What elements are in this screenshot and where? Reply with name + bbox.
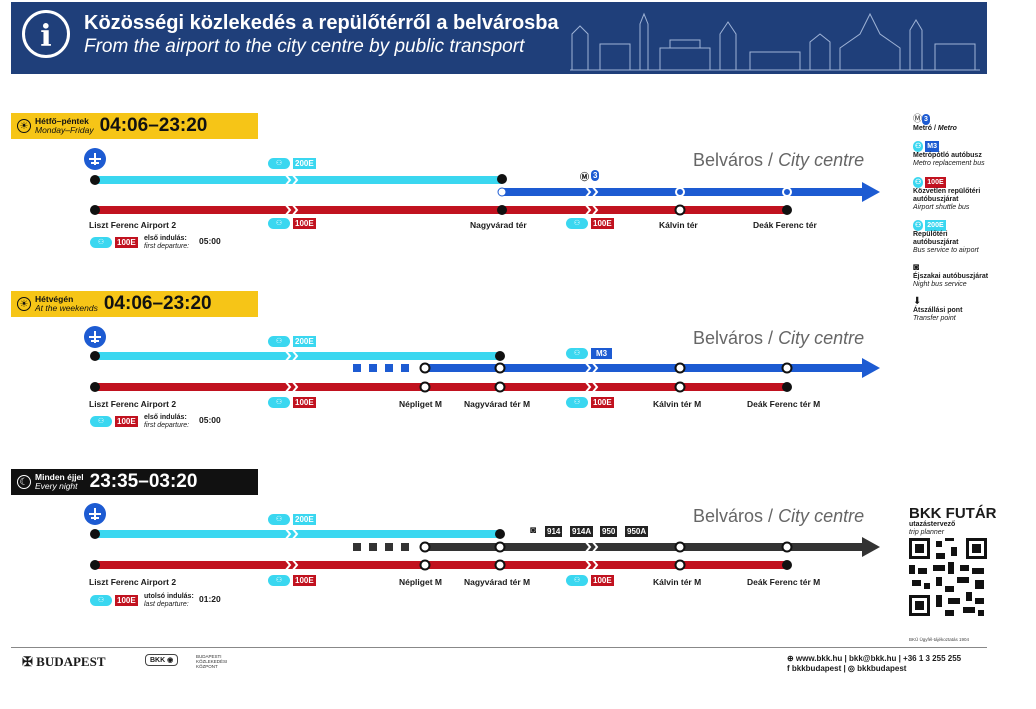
moon-icon: ☾ xyxy=(17,475,31,489)
bus-icon: ⚇ xyxy=(268,336,290,347)
metro-replacement-chip: M3 xyxy=(591,348,613,359)
route-100e-chip: 100E xyxy=(293,218,316,229)
stop-label: Népliget M xyxy=(399,399,442,409)
stop-label: Liszt Ferenc Airport 2 xyxy=(89,577,177,587)
metro-line-chip: 3 xyxy=(591,170,600,181)
route-diagram-weekday xyxy=(84,148,880,217)
route-100e-chip: 100E xyxy=(115,595,138,606)
night-line-chip: 950 xyxy=(600,526,618,537)
legend-metro: Ⓜ 3 Metró / Metro xyxy=(913,113,957,132)
route-100e-chip: 100E xyxy=(591,397,614,408)
city-centre-label: Belváros / City centre xyxy=(693,150,865,170)
stop-label: Kálvin tér M xyxy=(653,577,702,587)
night-bus-icon: ◙ xyxy=(530,525,537,536)
bus-icon: ⚇ xyxy=(566,575,588,586)
day-en: At the weekends xyxy=(35,303,98,313)
legend-night-bus: ◙ Éjszakai autóbuszjárat Night bus servic… xyxy=(913,262,989,289)
route-100e-chip: 100E xyxy=(293,397,316,408)
bus-icon: ⚇ xyxy=(268,218,290,229)
day-hu: Minden éjjel xyxy=(35,472,84,482)
night-schedule-badge: ☾ Minden éjjel Every night 23:35–03:20 xyxy=(11,469,258,495)
night-line-chip: 914 xyxy=(545,526,563,537)
legend-airport-shuttle: ⚇ 100E Közvetlen repülőtéri autóbuszjárat… xyxy=(913,177,981,211)
stop-label: Kálvin tér M xyxy=(653,399,702,409)
bus-icon: ⚇ xyxy=(268,575,290,586)
stop-label: Deák Ferenc tér xyxy=(753,220,817,230)
info-icon: i xyxy=(22,10,70,58)
bus-icon: ⚇ xyxy=(90,416,112,427)
footer-divider xyxy=(11,647,987,648)
budapest-crest-icon: ✠ xyxy=(22,654,33,669)
budapest-logo: ✠ BUDAPEST xyxy=(22,654,106,669)
weekend-schedule-badge: ☀ Hétvégén At the weekends 04:06–23:20 xyxy=(11,291,258,317)
stop-label: Népliget M xyxy=(399,577,442,587)
bus-icon: ⚇ xyxy=(90,595,112,606)
day-en: Every night xyxy=(35,481,78,491)
futar-title: BKK FUTÁR xyxy=(909,505,997,522)
route-diagram-weekend xyxy=(84,326,880,394)
first-departure: első indulás: first departure: 05:00 xyxy=(144,235,221,250)
budapest-skyline-illustration xyxy=(570,12,980,71)
qr-code[interactable] xyxy=(909,538,987,616)
contact-info[interactable]: ⊕ www.bkk.hu | bkk@bkk.hu | +36 1 3 255 … xyxy=(787,654,962,663)
weekday-schedule-badge: ☀ Hétfő–péntek Monday–Friday 04:06–23:20 xyxy=(11,113,258,139)
legend-metro-replacement: ⚇ M3 Metrópótló autóbusz Metro replacement… xyxy=(913,141,985,167)
bus-icon: ⚇ xyxy=(566,397,588,408)
stop-label: Kálvin tér xyxy=(659,220,698,230)
operating-hours: 23:35–03:20 xyxy=(89,471,198,492)
legend-transfer: ⬇ Átszállási pont Transfer point xyxy=(913,296,963,323)
night-line-chip: 914A xyxy=(570,526,594,537)
print-reference: BKÜ Ügyfél-tájékoztatás 1904 xyxy=(909,637,970,642)
stop-label: Nagyvárad tér M xyxy=(464,399,531,409)
title-hungarian: Közösségi közlekedés a repülőtérről a be… xyxy=(84,12,559,34)
sun-icon: ☀ xyxy=(17,297,31,311)
stop-label: Deák Ferenc tér M xyxy=(747,577,821,587)
stop-label: Nagyvárad tér xyxy=(470,220,527,230)
first-departure: első indulás: first departure: 05:00 xyxy=(144,414,221,429)
route-200e-chip: 200E xyxy=(293,158,316,169)
operating-hours: 04:06–23:20 xyxy=(103,293,212,314)
day-hu: Hétfő–péntek xyxy=(35,116,89,126)
metro-icon: Ⓜ xyxy=(580,172,590,182)
stop-label: Deák Ferenc tér M xyxy=(747,399,821,409)
legend-bus-service: ⚇ 200E Repülőtéri autóbuszjárat Bus servic… xyxy=(913,220,979,254)
route-100e-chip: 100E xyxy=(115,237,138,248)
bus-icon: ⚇ xyxy=(268,514,290,525)
sun-icon: ☀ xyxy=(17,119,31,133)
day-hu: Hétvégén xyxy=(35,294,74,304)
title-english: From the airport to the city centre by p… xyxy=(84,36,525,57)
night-line-chip: 950A xyxy=(625,526,649,537)
bus-icon: ⚇ xyxy=(90,237,112,248)
route-100e-chip: 100E xyxy=(293,575,316,586)
transfer-point-icon: ⬇ xyxy=(913,296,922,307)
bus-icon: ⚇ xyxy=(268,158,290,169)
stop-label: Nagyvárad tér M xyxy=(464,577,531,587)
last-departure: utolsó indulás: last departure: 01:20 xyxy=(144,593,221,608)
route-100e-chip: 100E xyxy=(115,416,138,427)
bkk-full-name: BUDAPESTI KÖZLEKEDÉSI KÖZPONT xyxy=(196,654,228,669)
futar-subtitle: utazástervező xyxy=(909,521,956,528)
route-diagram-night xyxy=(84,503,880,572)
bkk-logo: BKK ◉ xyxy=(145,654,179,666)
night-bus-icon: ◙ xyxy=(913,262,920,273)
bus-icon: ⚇ xyxy=(566,348,588,359)
bus-icon: ⚇ xyxy=(566,218,588,229)
route-200e-chip: 200E xyxy=(293,336,316,347)
stop-label: Liszt Ferenc Airport 2 xyxy=(89,220,177,230)
route-100e-chip: 100E xyxy=(591,575,614,586)
route-200e-chip: 200E xyxy=(293,514,316,525)
bus-icon: ⚇ xyxy=(268,397,290,408)
futar-subtitle-en: trip planner xyxy=(909,529,945,536)
stop-label: Liszt Ferenc Airport 2 xyxy=(89,399,177,409)
day-en: Monday–Friday xyxy=(35,125,94,135)
social-info[interactable]: f bkkbudapest | ◎ bkkbudapest xyxy=(787,664,907,673)
route-100e-chip: 100E xyxy=(591,218,614,229)
city-centre-label: Belváros / City centre xyxy=(693,328,865,348)
operating-hours: 04:06–23:20 xyxy=(99,115,208,136)
metro-icon: Ⓜ xyxy=(913,113,923,124)
city-centre-label: Belváros / City centre xyxy=(693,506,865,526)
